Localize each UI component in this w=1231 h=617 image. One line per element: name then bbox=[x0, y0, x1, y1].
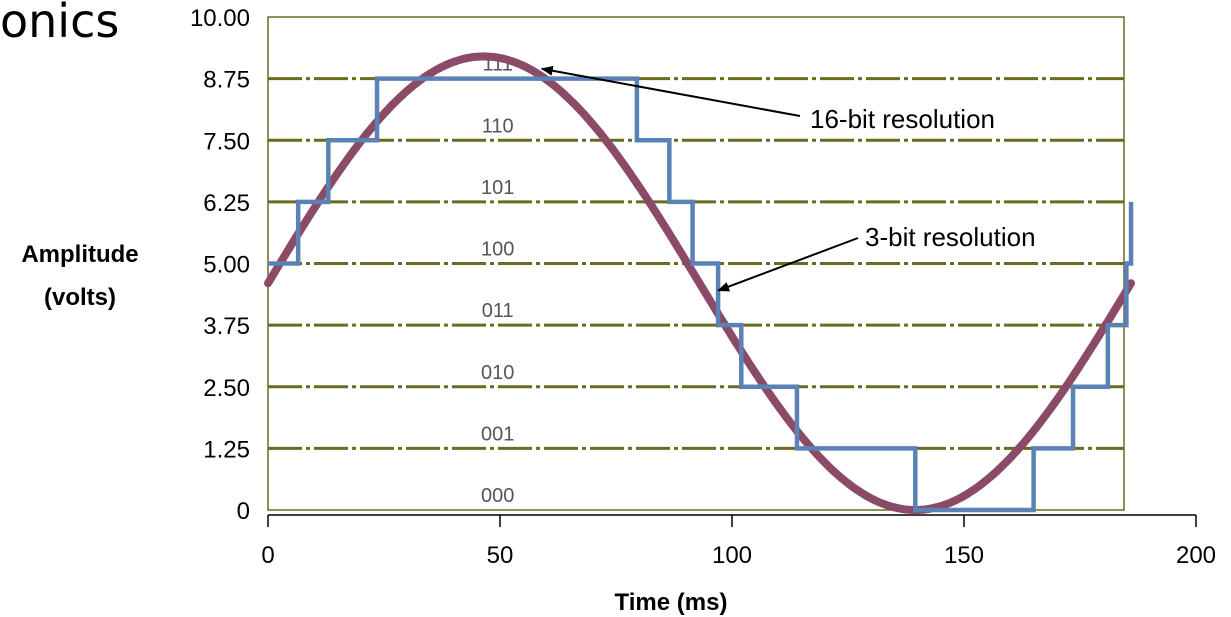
level-code-label: 100 bbox=[481, 239, 514, 261]
x-tick-label: 50 bbox=[487, 542, 514, 569]
annotation-16bit-label: 16-bit resolution bbox=[810, 104, 995, 134]
annotation-3bit-arrow bbox=[717, 237, 859, 292]
y-tick-label: 5.00 bbox=[203, 252, 250, 279]
y-tick-label: 7.50 bbox=[203, 128, 250, 155]
series-16bit-line bbox=[264, 52, 1135, 514]
x-axis-title: Time (ms) bbox=[615, 589, 728, 616]
slide-title-fragment: onics bbox=[0, 0, 120, 48]
x-tick-label: 100 bbox=[712, 542, 752, 569]
x-tick-label: 200 bbox=[1176, 542, 1216, 569]
y-tick-label: 8.75 bbox=[203, 67, 250, 94]
y-tick-label: 0 bbox=[237, 498, 250, 525]
level-code-label: 101 bbox=[481, 177, 514, 199]
y-tick-label: 2.50 bbox=[203, 375, 250, 402]
y-tick-label: 10.00 bbox=[190, 5, 250, 32]
annotation-3bit-label: 3-bit resolution bbox=[865, 222, 1036, 252]
level-code-label: 001 bbox=[481, 423, 514, 445]
series-3bit-steps bbox=[268, 76, 1134, 513]
level-code-label: 000 bbox=[481, 485, 514, 507]
y-tick-label: 3.75 bbox=[203, 313, 250, 340]
y-axis-title-line2: (volts) bbox=[44, 284, 116, 311]
y-axis-title-line1: Amplitude bbox=[21, 241, 138, 268]
annotation-16bit-arrow bbox=[540, 65, 801, 117]
level-code-label: 011 bbox=[482, 300, 514, 322]
y-tick-label: 1.25 bbox=[203, 436, 250, 463]
y-tick-label: 6.25 bbox=[203, 190, 250, 217]
x-tick-label: 0 bbox=[261, 542, 274, 569]
level-code-label: 010 bbox=[481, 362, 514, 384]
level-code-label: 110 bbox=[482, 115, 514, 137]
x-tick-label: 150 bbox=[944, 542, 984, 569]
